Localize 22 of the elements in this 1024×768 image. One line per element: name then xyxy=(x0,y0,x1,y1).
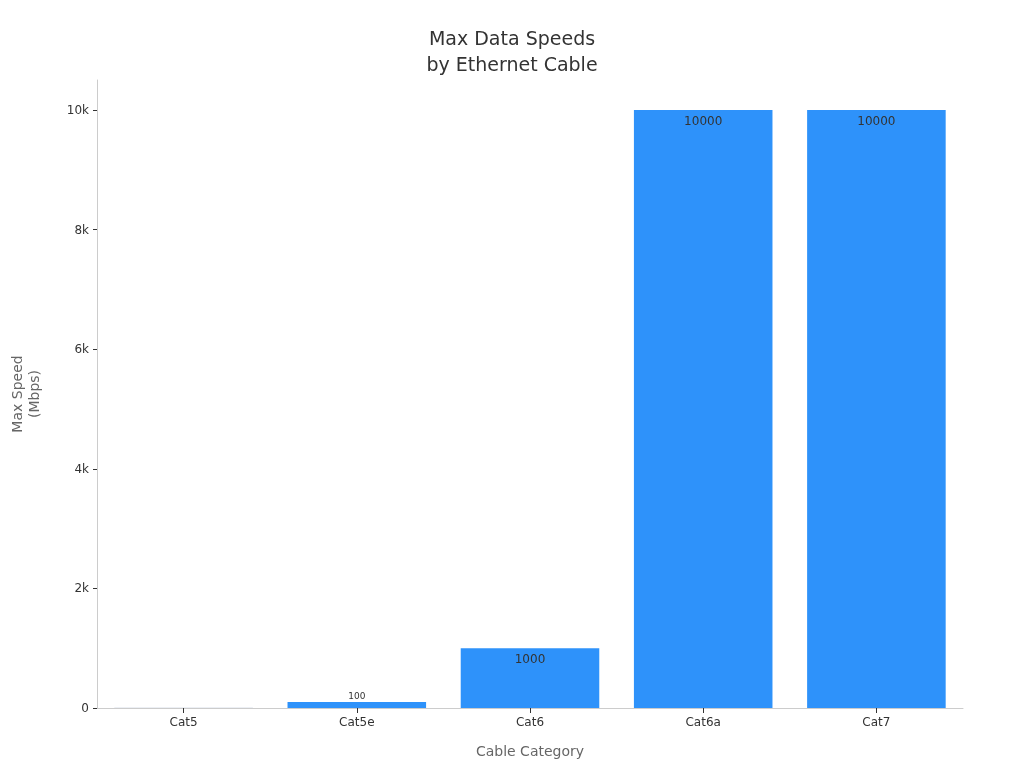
x-tick-label: Cat7 xyxy=(862,715,891,729)
bar xyxy=(807,109,946,708)
bar xyxy=(633,109,773,708)
y-tick-label: 4k xyxy=(74,461,90,476)
data-label: 1000 xyxy=(514,652,546,667)
y-tick-label: 0 xyxy=(81,701,89,715)
x-axis-title: Cable Category xyxy=(475,743,585,759)
y-tick-label: 2k xyxy=(74,581,90,596)
bar xyxy=(460,648,600,708)
data-label: 10000 xyxy=(684,113,723,128)
y-axis-title: Max Speed (Mbps) xyxy=(8,355,42,433)
x-tick-label: Cat5 xyxy=(169,715,198,729)
data-label: 100 xyxy=(348,690,366,701)
bar xyxy=(287,702,427,708)
y-tick-label: 8k xyxy=(74,222,90,237)
y-tick-label: 6k xyxy=(74,342,90,357)
y-tick-label: 10k xyxy=(66,102,90,117)
x-tick-label: Cat6a xyxy=(685,715,721,729)
data-label: 10000 xyxy=(857,113,896,128)
x-tick-label: Cat6 xyxy=(515,715,545,729)
x-tick-label: Cat5e xyxy=(339,715,375,729)
chart-title: Max Data Speeds by Ethernet Cable xyxy=(426,27,598,75)
